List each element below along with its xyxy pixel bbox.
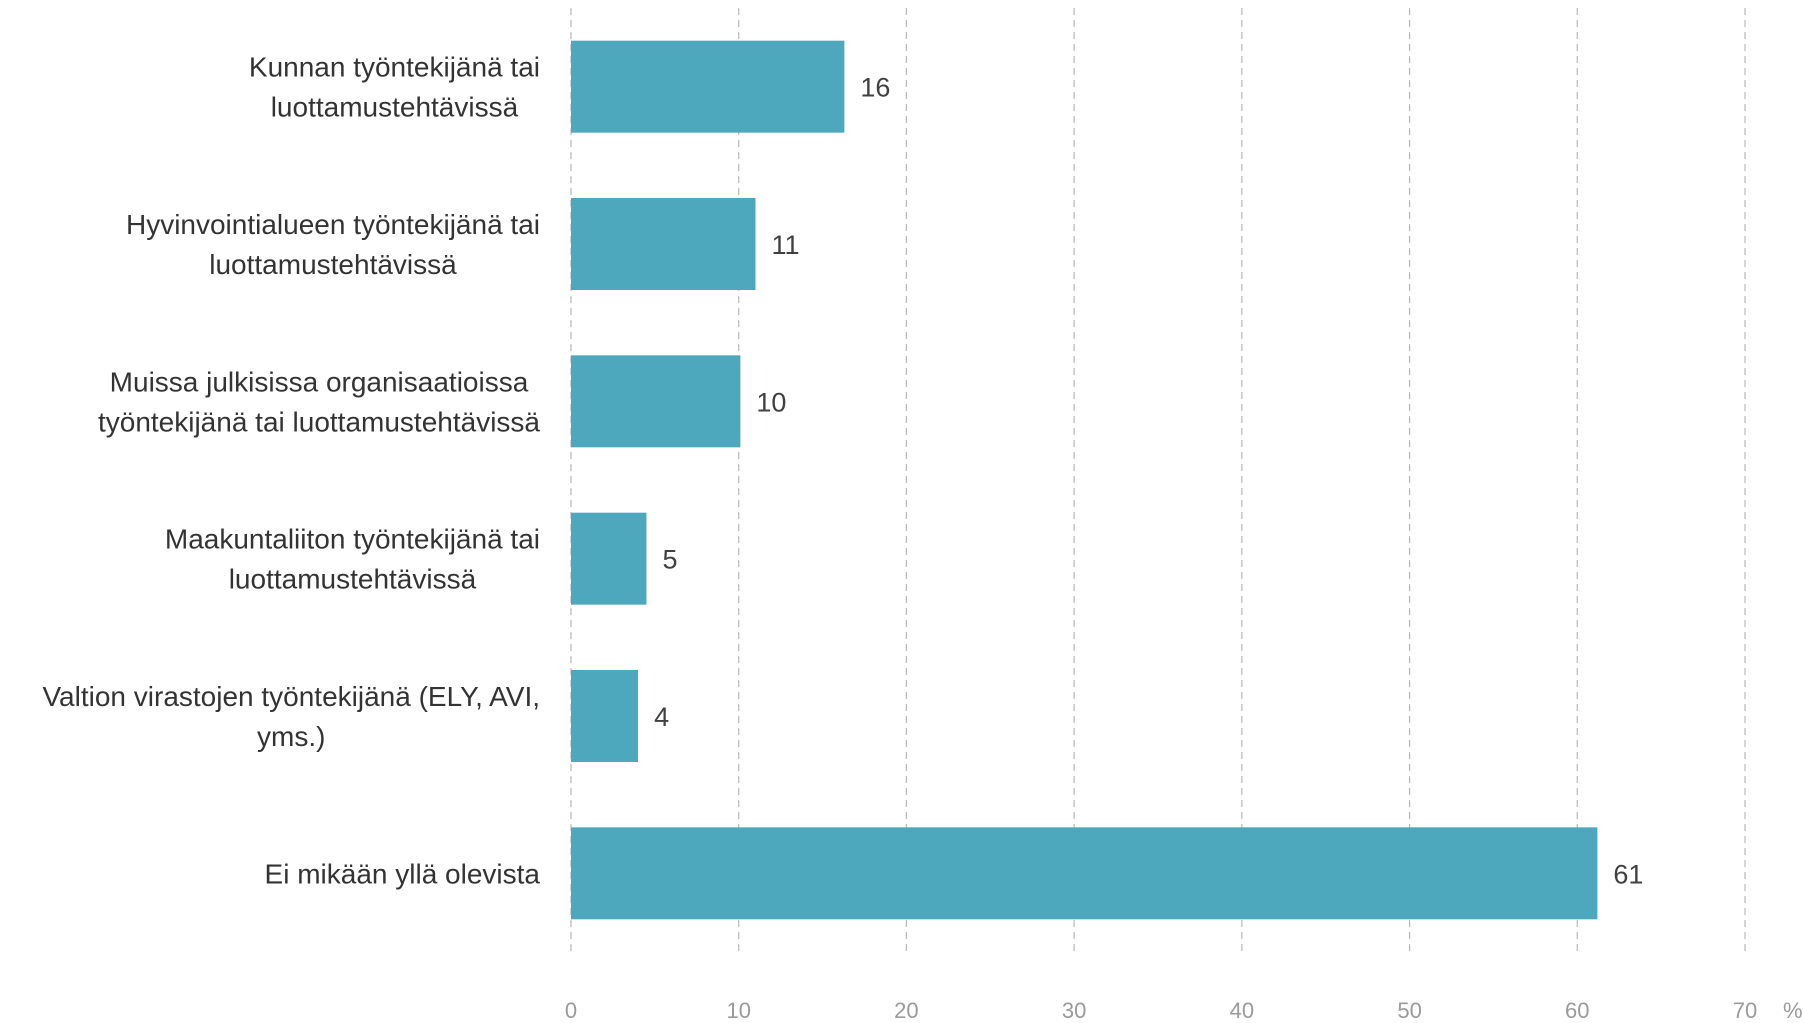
grid-lines [570,8,1746,952]
x-tick-label: 10 [726,998,750,1023]
category-label-line: Maakuntaliiton työntekijänä tai [165,524,540,555]
category-label-line: Muissa julkisissa organisaatioissa [110,366,529,397]
bar [571,40,845,133]
category-label: Kunnan työntekijänä tai luottamustehtävis… [249,52,540,123]
category-labels: Kunnan työntekijänä tai luottamustehtävis… [42,52,540,890]
category-label: Maakuntaliiton työntekijänä tai luottamus… [165,524,540,595]
category-label-line: luottamustehtävissä [271,92,519,123]
category-label: Valtion virastojen työntekijänä (ELY, AV… [42,681,540,752]
value-label: 4 [654,702,669,732]
value-label: 61 [1613,859,1643,889]
value-label: 16 [860,73,890,103]
value-labels: 16 11 10 5 4 61 [654,73,1643,890]
category-label: Muissa julkisissa organisaatioissa työnte… [98,366,540,437]
bar [571,198,756,290]
category-label: Hyvinvointialueen työntekijänä tai luotta… [126,209,540,280]
x-tick-label: 0 [565,998,577,1023]
value-label: 11 [771,230,799,260]
category-label-line: Kunnan työntekijänä tai [249,52,540,83]
category-label: Ei mikään yllä olevista [265,858,541,889]
category-label-line: luottamustehtävissä [209,249,457,280]
bar [571,512,647,605]
bar [571,670,639,762]
bar [571,355,741,448]
bars [571,40,1598,920]
x-tick-label: 70 [1733,998,1757,1023]
x-axis-unit: % [1783,998,1803,1023]
bar [571,827,1598,920]
x-tick-label: 30 [1062,998,1086,1023]
x-tick-label: 40 [1230,998,1254,1023]
value-label: 5 [662,545,677,575]
category-label-line: Hyvinvointialueen työntekijänä tai [126,209,540,240]
category-label-line: Valtion virastojen työntekijänä (ELY, AV… [42,681,540,712]
category-label-line: yms.) [257,721,325,752]
category-label-line: työntekijänä tai luottamustehtävissä [98,406,540,437]
category-label-line: luottamustehtävissä [229,564,477,595]
x-axis-ticks: 0 10 20 30 40 50 60 70 [565,998,1757,1023]
x-tick-label: 60 [1565,998,1589,1023]
x-tick-label: 50 [1397,998,1421,1023]
category-label-line: Ei mikään yllä olevista [265,858,541,889]
x-tick-label: 20 [894,998,918,1023]
value-label: 10 [756,387,786,417]
